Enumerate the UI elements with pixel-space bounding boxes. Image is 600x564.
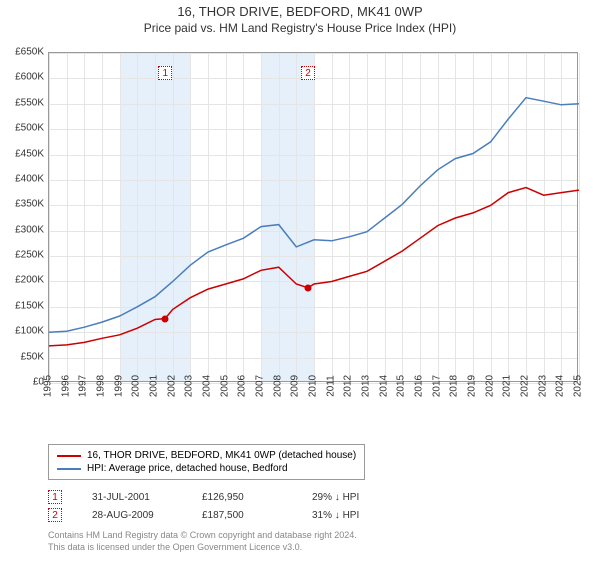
chart-area: 12 £0£50K£100K£150K£200K£250K£300K£350K£… <box>48 52 578 382</box>
sales-row: 2 28-AUG-2009 £187,500 31% ↓ HPI <box>48 506 392 524</box>
xtick-label: 2016 <box>414 375 425 397</box>
xtick-label: 1997 <box>78 375 89 397</box>
sale-dot-1 <box>162 315 169 322</box>
xtick-label: 2004 <box>202 375 213 397</box>
footnote-line: This data is licensed under the Open Gov… <box>48 542 357 554</box>
sale-price: £187,500 <box>202 510 282 521</box>
ytick-label: £250K <box>15 250 44 261</box>
xtick-label: 1996 <box>60 375 71 397</box>
xtick-label: 2015 <box>396 375 407 397</box>
xtick-label: 2003 <box>184 375 195 397</box>
page-subtitle: Price paid vs. HM Land Registry's House … <box>0 21 600 35</box>
sale-marker-icon: 2 <box>48 508 62 522</box>
ytick-label: £400K <box>15 173 44 184</box>
sale-delta: 29% ↓ HPI <box>312 492 392 503</box>
plot-region: 12 <box>48 52 578 382</box>
series-line-price_paid <box>49 188 579 346</box>
xtick-label: 2019 <box>467 375 478 397</box>
legend-label: HPI: Average price, detached house, Bedf… <box>87 463 288 474</box>
chart-container: 16, THOR DRIVE, BEDFORD, MK41 0WP Price … <box>0 4 600 564</box>
xtick-label: 2000 <box>131 375 142 397</box>
ytick-label: £50K <box>21 351 44 362</box>
ytick-label: £550K <box>15 97 44 108</box>
ytick-label: £200K <box>15 275 44 286</box>
ytick-label: £150K <box>15 300 44 311</box>
legend-item-hpi: HPI: Average price, detached house, Bedf… <box>57 462 356 475</box>
xtick-label: 2025 <box>573 375 584 397</box>
page-title: 16, THOR DRIVE, BEDFORD, MK41 0WP <box>0 4 600 19</box>
xtick-label: 2002 <box>166 375 177 397</box>
xtick-label: 1999 <box>113 375 124 397</box>
legend: 16, THOR DRIVE, BEDFORD, MK41 0WP (detac… <box>48 444 365 480</box>
legend-item-price-paid: 16, THOR DRIVE, BEDFORD, MK41 0WP (detac… <box>57 449 356 462</box>
footnote: Contains HM Land Registry data © Crown c… <box>48 530 357 553</box>
xtick-label: 2022 <box>520 375 531 397</box>
xtick-label: 2024 <box>555 375 566 397</box>
xtick-label: 2008 <box>272 375 283 397</box>
legend-label: 16, THOR DRIVE, BEDFORD, MK41 0WP (detac… <box>87 450 356 461</box>
sale-date: 28-AUG-2009 <box>92 510 172 521</box>
sale-date: 31-JUL-2001 <box>92 492 172 503</box>
xtick-label: 2014 <box>378 375 389 397</box>
line-layer <box>49 53 579 383</box>
chart-marker-2: 2 <box>301 66 315 80</box>
xtick-label: 2009 <box>290 375 301 397</box>
xtick-label: 2012 <box>343 375 354 397</box>
ytick-label: £600K <box>15 72 44 83</box>
xtick-label: 2007 <box>255 375 266 397</box>
xtick-label: 2005 <box>219 375 230 397</box>
xtick-label: 2013 <box>361 375 372 397</box>
footnote-line: Contains HM Land Registry data © Crown c… <box>48 530 357 542</box>
sale-dot-2 <box>304 284 311 291</box>
ytick-label: £500K <box>15 123 44 134</box>
ytick-label: £450K <box>15 148 44 159</box>
sales-row: 1 31-JUL-2001 £126,950 29% ↓ HPI <box>48 488 392 506</box>
legend-swatch <box>57 455 81 457</box>
ytick-label: £300K <box>15 224 44 235</box>
xtick-label: 2006 <box>237 375 248 397</box>
xtick-label: 1998 <box>96 375 107 397</box>
xtick-label: 2020 <box>484 375 495 397</box>
chart-marker-1: 1 <box>158 66 172 80</box>
xtick-label: 2017 <box>431 375 442 397</box>
xtick-label: 2018 <box>449 375 460 397</box>
legend-swatch <box>57 468 81 470</box>
sale-price: £126,950 <box>202 492 282 503</box>
ytick-label: £100K <box>15 326 44 337</box>
xtick-label: 2001 <box>149 375 160 397</box>
sales-table: 1 31-JUL-2001 £126,950 29% ↓ HPI 2 28-AU… <box>48 488 392 524</box>
ytick-label: £350K <box>15 199 44 210</box>
xtick-label: 2023 <box>537 375 548 397</box>
sale-delta: 31% ↓ HPI <box>312 510 392 521</box>
xtick-label: 2021 <box>502 375 513 397</box>
ytick-label: £650K <box>15 47 44 58</box>
xtick-label: 2010 <box>308 375 319 397</box>
series-line-hpi <box>49 98 579 333</box>
xtick-label: 1995 <box>43 375 54 397</box>
xtick-label: 2011 <box>325 375 336 397</box>
sale-marker-icon: 1 <box>48 490 62 504</box>
